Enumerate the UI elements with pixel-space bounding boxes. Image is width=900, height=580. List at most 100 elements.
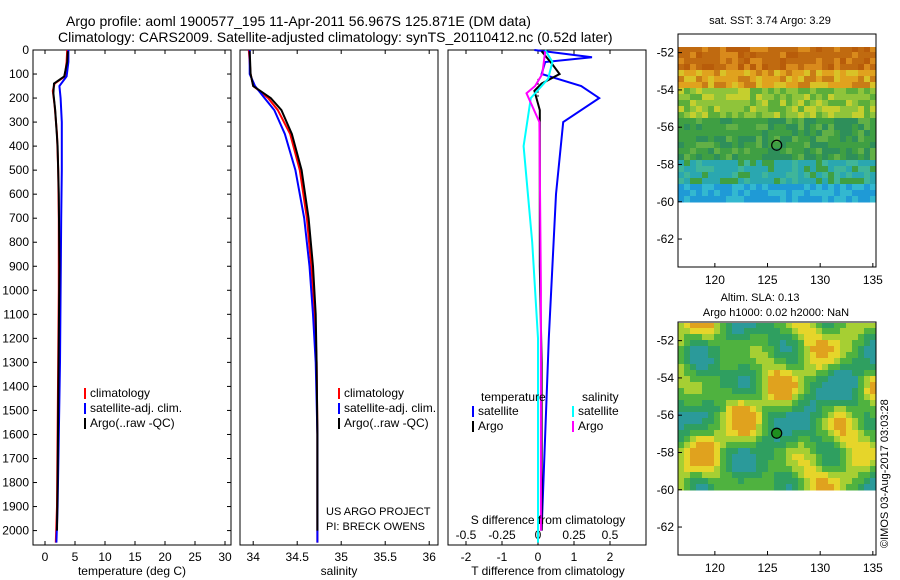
sst-heatmap-cell	[726, 130, 733, 137]
sst-heatmap-cell	[714, 52, 721, 59]
sla-heatmap-cell	[870, 442, 876, 449]
sla-heatmap-cell	[828, 388, 835, 395]
sla-heatmap-cell	[810, 323, 817, 329]
sla-heatmap-cell	[828, 346, 835, 353]
sst-heatmap-cell	[864, 112, 871, 119]
sst-heatmap-cell	[786, 196, 793, 203]
sla-heatmap-cell	[702, 340, 709, 347]
sst-heatmap-cell	[684, 136, 691, 143]
sst-heatmap-cell	[822, 178, 829, 185]
sla-heatmap-cell	[828, 436, 835, 443]
sst-heatmap-cell	[846, 160, 853, 167]
sla-heatmap-cell	[726, 388, 733, 395]
sla-heatmap-cell	[708, 382, 715, 389]
sst-heatmap-cell	[702, 52, 709, 59]
sla-heatmap-cell	[804, 364, 811, 371]
sla-heatmap-cell	[828, 382, 835, 389]
depth-tick-label: 1500	[2, 403, 29, 417]
sla-heatmap-cell	[684, 412, 691, 419]
sla-heatmap-cell	[774, 436, 781, 443]
depth-tick-label: 2000	[2, 524, 29, 538]
sla-heatmap-cell	[708, 346, 715, 353]
sla-heatmap-cell	[804, 448, 811, 455]
sst-heatmap-cell	[720, 76, 727, 83]
sst-heatmap-cell	[738, 178, 745, 185]
sla-heatmap-cell	[816, 376, 823, 383]
sst-heatmap-cell	[768, 154, 775, 161]
sla-heatmap-cell	[870, 472, 876, 479]
sla-heatmap-cell	[816, 454, 823, 461]
sla-heatmap-cell	[846, 334, 853, 341]
sla-heatmap-cell	[732, 334, 739, 341]
sst-heatmap-cell	[774, 130, 781, 137]
sla-heatmap-cell	[768, 436, 775, 443]
sla-heatmap-cell	[744, 376, 751, 383]
sla-heatmap-cell	[732, 466, 739, 473]
sla-heatmap-cell	[708, 358, 715, 365]
sla-heatmap-cell	[822, 334, 829, 341]
sst-heatmap-cell	[702, 82, 709, 89]
sst-heatmap-cell	[834, 184, 841, 191]
sst-heatmap-cell	[792, 64, 799, 71]
temperature-lines	[51, 49, 70, 543]
sst-heatmap-cell	[846, 52, 853, 59]
sla-heatmap-cell	[696, 388, 703, 395]
sla-heatmap-cell	[822, 436, 829, 443]
sst-heatmap-cell	[846, 142, 853, 149]
sla-heatmap-cell	[714, 412, 721, 419]
sla-heatmap-cell	[762, 334, 769, 341]
sla-heatmap-cell	[804, 400, 811, 407]
sst-heatmap-cell	[762, 166, 769, 173]
sst-heatmap-cell	[810, 64, 817, 71]
sla-heatmap-cell	[690, 394, 697, 401]
sla-heatmap-cell	[678, 406, 685, 413]
sst-heatmap-cell	[684, 148, 691, 155]
sla-heatmap-cell	[858, 412, 865, 419]
sla-heatmap-cell	[750, 388, 757, 395]
sst-heatmap-cell	[804, 82, 811, 89]
sst-heatmap-cell	[828, 130, 835, 137]
sla-heatmap-cell	[864, 346, 871, 353]
sst-heatmap-cell	[816, 64, 823, 71]
sla-heatmap-cell	[726, 460, 733, 467]
legend-swatch	[472, 421, 474, 432]
sst-heatmap-cell	[702, 142, 709, 149]
sst-heatmap-cell	[786, 178, 793, 185]
sla-heatmap-cell	[870, 454, 876, 461]
sla-heatmap-cell	[792, 406, 799, 413]
sla-heatmap-cell	[690, 376, 697, 383]
sla-heatmap-cell	[804, 430, 811, 437]
sla-heatmap-cell	[714, 388, 721, 395]
sst-heatmap-cell	[798, 160, 805, 167]
sst-heatmap-cell	[750, 76, 757, 83]
sla-heatmap-cell	[852, 364, 859, 371]
sla-heatmap-cell	[750, 394, 757, 401]
sst-heatmap-cell	[702, 190, 709, 197]
sla-heatmap-cell	[744, 400, 751, 407]
sla-heatmap-cell	[702, 352, 709, 359]
sla-heatmap-cell	[780, 328, 787, 335]
sst-heatmap-cell	[804, 70, 811, 77]
sst-heatmap-cell	[864, 190, 871, 197]
sla-heatmap-cell	[840, 328, 847, 335]
sla-heatmap-cell	[780, 406, 787, 413]
sla-heatmap-cell	[714, 364, 721, 371]
sla-heatmap-cell	[834, 406, 841, 413]
sst-heatmap-cell	[774, 94, 781, 101]
depth-tick-label: 1400	[2, 379, 29, 393]
sla-heatmap-cell	[696, 340, 703, 347]
map-y-tick-label: -56	[657, 408, 675, 422]
sla-heatmap-cell	[870, 448, 876, 455]
sla-heatmap-cell	[774, 376, 781, 383]
sla-heatmap-cell	[774, 460, 781, 467]
sla-heatmap-cell	[744, 328, 751, 335]
sla-heatmap-cell	[684, 364, 691, 371]
sla-heatmap-cell	[840, 436, 847, 443]
sla-heatmap-cell	[726, 424, 733, 431]
sla-heatmap-cell	[696, 328, 703, 335]
sla-heatmap-cell	[768, 484, 775, 491]
sst-heatmap-cell	[750, 64, 757, 71]
sla-heatmap-cell	[822, 400, 829, 407]
sla-heatmap-cell	[870, 376, 876, 383]
sst-heatmap-cell	[828, 88, 835, 95]
